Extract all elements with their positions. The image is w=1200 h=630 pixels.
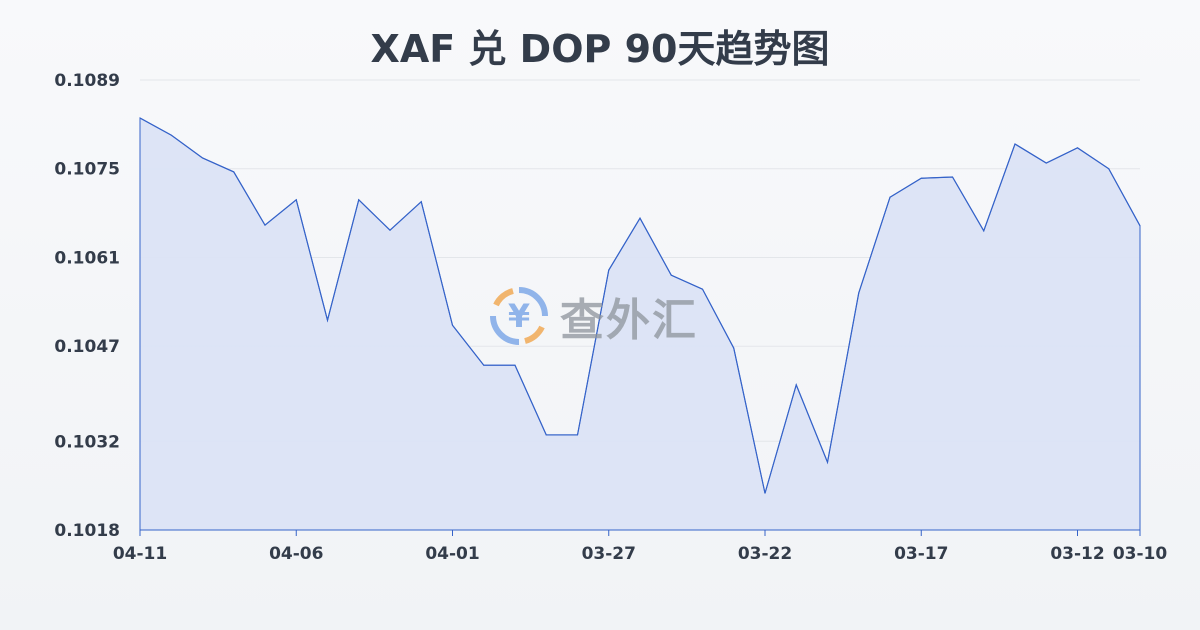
data-point — [1139, 225, 1141, 227]
y-tick-label: 0.1047 — [54, 337, 120, 357]
data-point — [389, 229, 391, 231]
data-point — [514, 364, 516, 366]
chart-title: XAF 兑 DOP 90天趋势图 — [370, 27, 830, 71]
data-point — [608, 269, 610, 271]
data-point — [202, 157, 203, 159]
x-tick-label: 03-22 — [738, 544, 792, 564]
data-point — [452, 324, 453, 326]
data-point — [1108, 168, 1110, 170]
x-tick-label: 03-27 — [582, 544, 636, 564]
data-point — [1045, 162, 1047, 164]
x-tick-label: 04-06 — [269, 544, 323, 564]
data-point — [1077, 147, 1078, 149]
data-point — [733, 347, 735, 349]
data-point — [858, 292, 860, 294]
x-tick-label: 03-12 — [1050, 544, 1104, 564]
data-point — [577, 434, 578, 436]
svg-text:¥: ¥ — [508, 297, 530, 335]
data-point — [639, 217, 641, 219]
y-tick-label: 0.1018 — [54, 521, 120, 541]
data-point — [764, 492, 766, 494]
data-point — [952, 176, 953, 178]
watermark: ¥ 查外汇 — [488, 284, 698, 348]
x-tick-label: 03-17 — [894, 544, 948, 564]
data-point — [702, 288, 703, 290]
data-point — [670, 274, 672, 276]
data-point — [327, 319, 328, 321]
y-tick-label: 0.1061 — [54, 248, 120, 268]
x-tick-label: 04-11 — [113, 544, 167, 564]
yen-exchange-icon: ¥ — [490, 287, 548, 345]
data-point — [1014, 143, 1016, 145]
data-point — [295, 199, 297, 201]
x-tick-label: 03-10 — [1113, 544, 1168, 564]
data-point — [827, 461, 828, 463]
data-point — [920, 177, 922, 179]
watermark-text: 查外汇 — [560, 295, 698, 346]
y-tick-label: 0.1089 — [54, 71, 120, 91]
data-point — [358, 199, 360, 201]
data-point — [795, 384, 797, 386]
data-point — [889, 196, 891, 198]
data-point — [420, 201, 422, 203]
data-point — [983, 230, 985, 232]
data-point — [233, 171, 235, 173]
y-tick-label: 0.1032 — [54, 432, 120, 452]
data-point — [483, 364, 485, 366]
data-point — [139, 117, 141, 119]
data-point — [545, 434, 547, 436]
x-tick-label: 04-01 — [425, 544, 479, 564]
y-tick-label: 0.1075 — [54, 160, 120, 180]
data-point — [264, 224, 266, 226]
data-point — [170, 134, 172, 136]
